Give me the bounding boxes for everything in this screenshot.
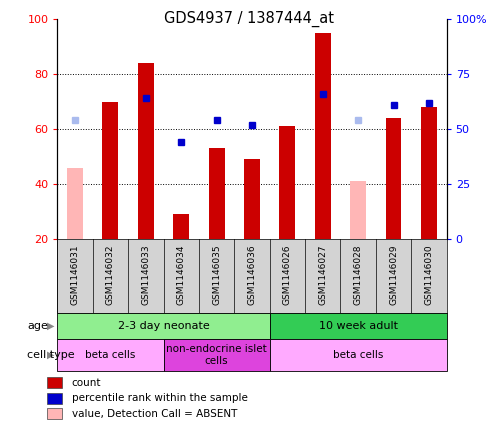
Text: GSM1146027: GSM1146027: [318, 244, 327, 305]
Text: GSM1146032: GSM1146032: [106, 244, 115, 305]
Text: age: age: [27, 321, 48, 331]
Bar: [47, 408, 62, 419]
Text: 10 week adult: 10 week adult: [319, 321, 398, 331]
Bar: [350, 181, 366, 239]
Text: beta cells: beta cells: [85, 350, 136, 360]
Bar: [47, 393, 62, 404]
Bar: [386, 118, 402, 239]
Text: GSM1146036: GSM1146036: [248, 244, 256, 305]
Bar: [269, 339, 447, 371]
Bar: [315, 33, 331, 239]
Bar: [164, 339, 269, 371]
Text: non-endocrine islet
cells: non-endocrine islet cells: [166, 344, 267, 366]
Bar: [279, 126, 295, 239]
Bar: [421, 107, 437, 239]
Text: GSM1146031: GSM1146031: [70, 244, 79, 305]
Text: beta cells: beta cells: [333, 350, 383, 360]
Bar: [57, 313, 269, 339]
Bar: [47, 377, 62, 388]
Text: GSM1146033: GSM1146033: [141, 244, 150, 305]
Text: count: count: [72, 378, 101, 388]
Bar: [244, 159, 260, 239]
Text: 2-3 day neonate: 2-3 day neonate: [118, 321, 210, 331]
Bar: [209, 148, 225, 239]
Text: GSM1146035: GSM1146035: [212, 244, 221, 305]
Text: value, Detection Call = ABSENT: value, Detection Call = ABSENT: [72, 409, 237, 418]
Bar: [57, 339, 164, 371]
Text: GSM1146030: GSM1146030: [425, 244, 434, 305]
Text: percentile rank within the sample: percentile rank within the sample: [72, 393, 248, 403]
Bar: [102, 102, 118, 239]
Text: GSM1146028: GSM1146028: [354, 244, 363, 305]
Bar: [67, 168, 83, 239]
Text: GDS4937 / 1387444_at: GDS4937 / 1387444_at: [165, 11, 334, 27]
Bar: [269, 313, 447, 339]
Text: ▶: ▶: [47, 321, 55, 331]
Bar: [173, 214, 189, 239]
Text: cell type: cell type: [27, 350, 75, 360]
Text: ▶: ▶: [47, 350, 55, 360]
Text: GSM1146029: GSM1146029: [389, 244, 398, 305]
Text: GSM1146026: GSM1146026: [283, 244, 292, 305]
Bar: [138, 63, 154, 239]
Text: GSM1146034: GSM1146034: [177, 244, 186, 305]
